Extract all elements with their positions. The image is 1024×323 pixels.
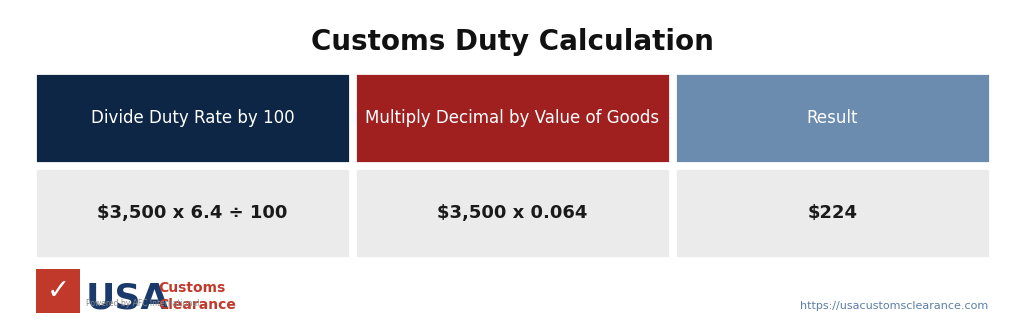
Text: Result: Result xyxy=(807,109,858,127)
FancyBboxPatch shape xyxy=(675,73,990,163)
Text: $3,500 x 0.064: $3,500 x 0.064 xyxy=(437,204,588,222)
FancyBboxPatch shape xyxy=(355,168,670,258)
Text: USA: USA xyxy=(86,281,170,315)
Text: Powered by AFC International: Powered by AFC International xyxy=(86,299,200,308)
Text: https://usacustomsclearance.com: https://usacustomsclearance.com xyxy=(800,301,988,311)
FancyBboxPatch shape xyxy=(35,73,350,163)
FancyBboxPatch shape xyxy=(355,73,670,163)
Text: $3,500 x 6.4 ÷ 100: $3,500 x 6.4 ÷ 100 xyxy=(97,204,288,222)
Text: Divide Duty Rate by 100: Divide Duty Rate by 100 xyxy=(91,109,294,127)
Text: Customs Duty Calculation: Customs Duty Calculation xyxy=(310,28,714,56)
Text: Customs
Clearance: Customs Clearance xyxy=(158,281,236,311)
FancyBboxPatch shape xyxy=(675,168,990,258)
Text: ✓: ✓ xyxy=(46,277,70,305)
Text: Multiply Decimal by Value of Goods: Multiply Decimal by Value of Goods xyxy=(366,109,659,127)
Text: $224: $224 xyxy=(808,204,857,222)
FancyBboxPatch shape xyxy=(36,269,80,313)
FancyBboxPatch shape xyxy=(35,168,350,258)
